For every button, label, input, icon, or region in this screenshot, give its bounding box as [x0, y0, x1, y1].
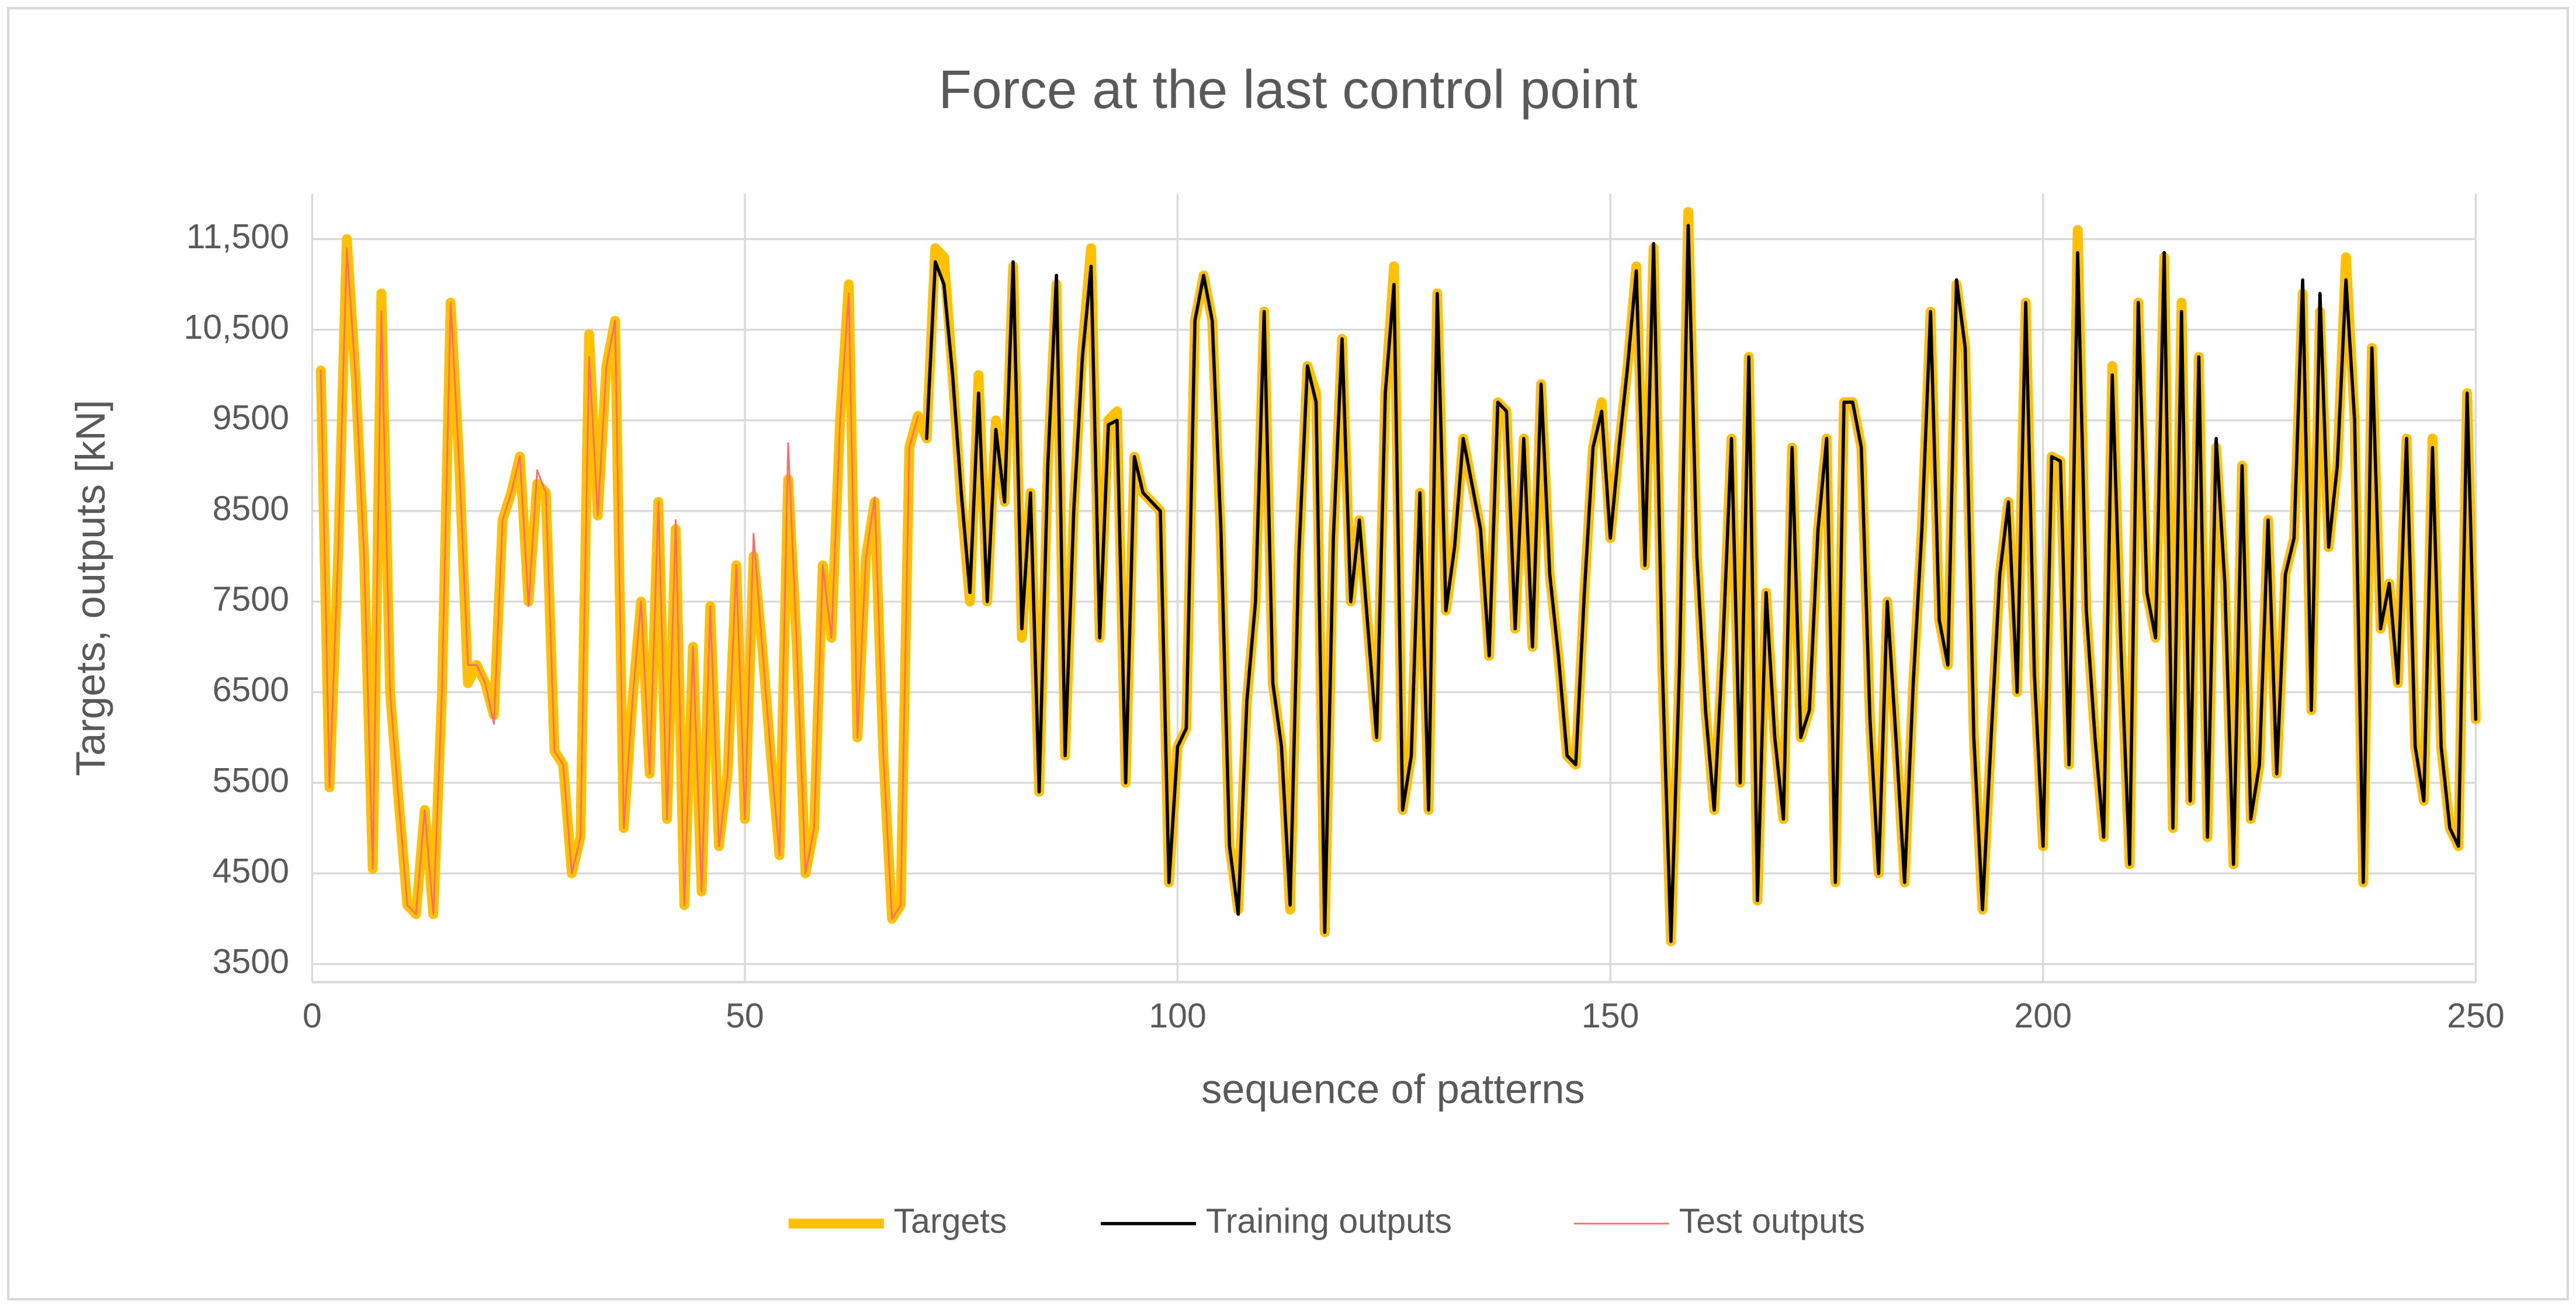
x-axis-label: sequence of patterns	[1201, 1065, 1585, 1112]
x-tick-label: 150	[1582, 996, 1639, 1035]
y-tick-label: 10,500	[183, 308, 289, 346]
x-tick-label: 0	[303, 996, 322, 1035]
chart-title: Force at the last control point	[938, 59, 1637, 120]
y-tick-label: 7500	[213, 579, 289, 618]
legend-label: Test outputs	[1679, 1202, 1865, 1240]
y-tick-label: 9500	[213, 398, 289, 437]
legend-label: Training outputs	[1206, 1202, 1452, 1240]
line-series	[925, 224, 2478, 943]
chart-frame	[7, 6, 2569, 1301]
y-tick-label: 3500	[213, 942, 289, 981]
y-tick-label: 4500	[213, 852, 289, 890]
line-series	[320, 247, 919, 920]
y-tick-label: 5500	[213, 761, 289, 800]
y-tick-label: 6500	[213, 671, 289, 709]
y-axis-label: Targets, outputs [kN]	[67, 400, 113, 776]
x-tick-label: 50	[726, 996, 764, 1035]
y-tick-label: 8500	[213, 489, 289, 527]
x-tick-label: 250	[2447, 996, 2505, 1035]
legend-label: Targets	[894, 1202, 1007, 1240]
y-tick-label: 11,500	[186, 217, 289, 256]
x-tick-label: 200	[2015, 996, 2072, 1035]
x-tick-label: 100	[1149, 996, 1206, 1035]
